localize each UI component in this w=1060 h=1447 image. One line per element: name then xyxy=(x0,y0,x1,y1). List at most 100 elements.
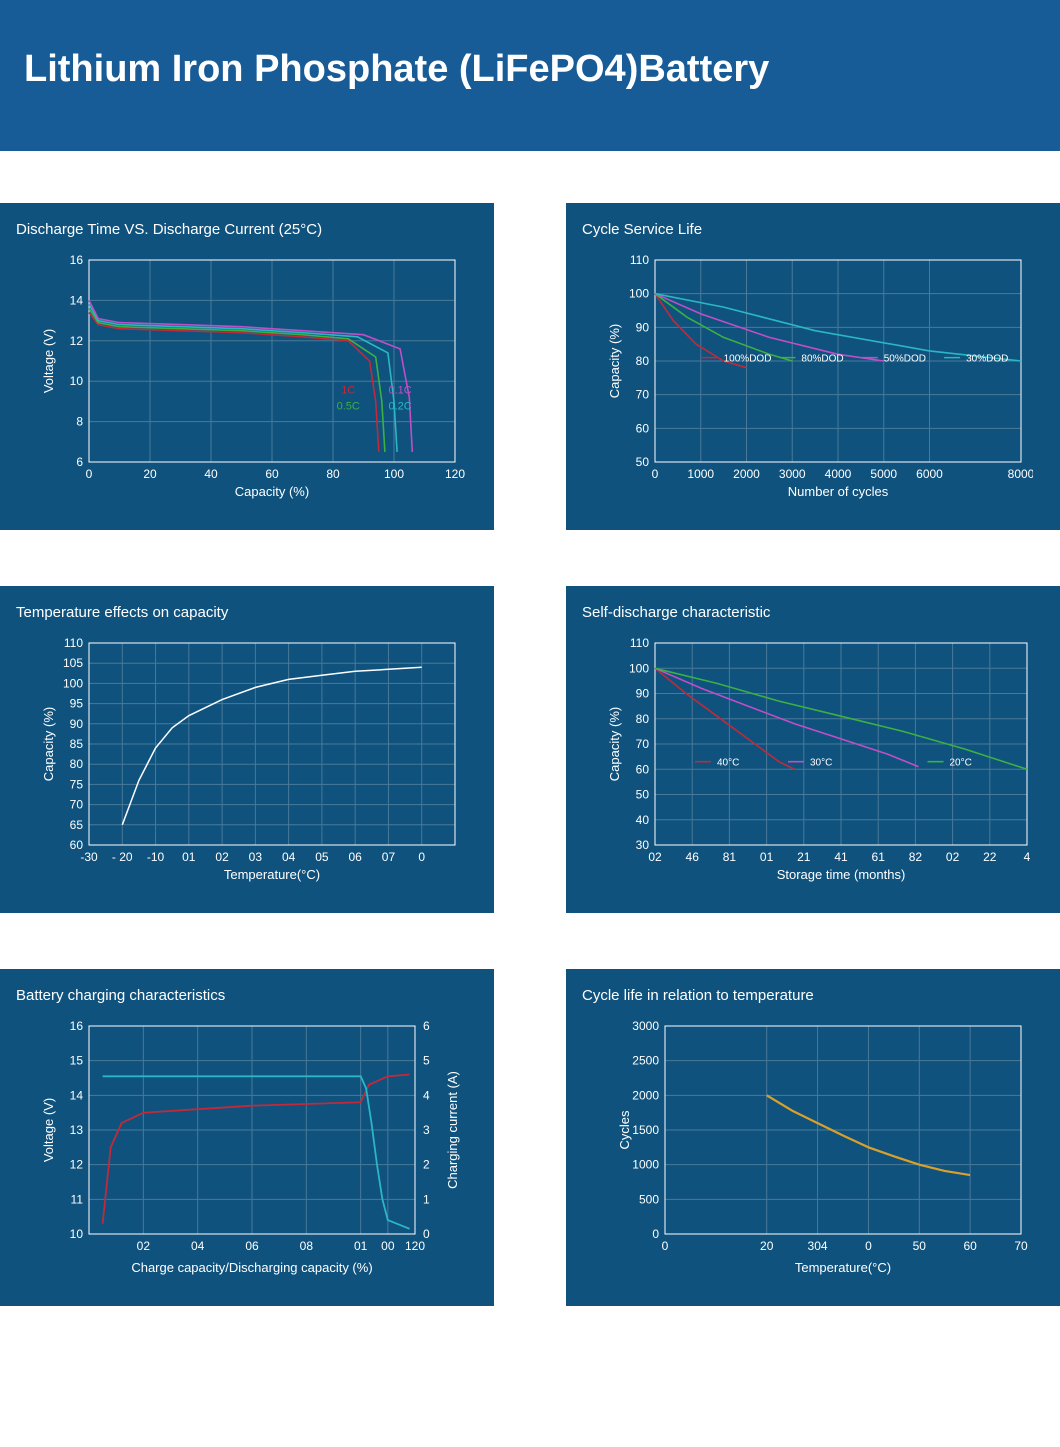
svg-text:1000: 1000 xyxy=(687,467,714,481)
svg-text:02: 02 xyxy=(137,1239,151,1253)
svg-text:304: 304 xyxy=(808,1239,828,1253)
svg-text:80%DOD: 80%DOD xyxy=(801,354,843,365)
svg-text:500: 500 xyxy=(639,1192,659,1206)
svg-text:110: 110 xyxy=(630,636,649,650)
svg-text:-30: -30 xyxy=(80,850,98,864)
svg-text:80: 80 xyxy=(636,712,650,726)
svg-text:30: 30 xyxy=(636,838,650,852)
svg-text:2: 2 xyxy=(423,1158,430,1172)
svg-text:105: 105 xyxy=(63,656,83,670)
svg-text:01: 01 xyxy=(760,850,774,864)
svg-text:Charge capacity/Discharging ca: Charge capacity/Discharging capacity (%) xyxy=(131,1260,372,1275)
svg-text:16: 16 xyxy=(70,1019,84,1033)
svg-text:08: 08 xyxy=(300,1239,314,1253)
svg-text:40: 40 xyxy=(636,813,650,827)
chart-self-discharge: 3040506070809010011002468101214161820222… xyxy=(593,635,1033,885)
chart-charging: 101112131415160123456020406080100120Char… xyxy=(27,1018,467,1278)
svg-text:12: 12 xyxy=(70,334,84,348)
svg-text:70: 70 xyxy=(636,737,650,751)
svg-text:04: 04 xyxy=(282,850,296,864)
svg-text:30°C: 30°C xyxy=(810,758,832,769)
svg-text:80: 80 xyxy=(636,354,650,368)
svg-text:00: 00 xyxy=(381,1239,395,1253)
svg-text:13: 13 xyxy=(70,1123,84,1137)
svg-text:Storage time (months): Storage time (months) xyxy=(777,867,906,882)
spacer xyxy=(0,151,1060,203)
svg-text:Temperature(°C): Temperature(°C) xyxy=(795,1260,891,1275)
svg-text:3000: 3000 xyxy=(632,1019,659,1033)
page-title: Lithium Iron Phosphate (LiFePO4)Battery xyxy=(24,48,769,90)
svg-text:110: 110 xyxy=(630,253,649,267)
svg-text:6000: 6000 xyxy=(916,467,943,481)
svg-text:30%DOD: 30%DOD xyxy=(966,354,1008,365)
svg-text:0: 0 xyxy=(418,850,425,864)
svg-text:50%DOD: 50%DOD xyxy=(884,354,926,365)
svg-text:70: 70 xyxy=(70,798,84,812)
svg-text:110: 110 xyxy=(64,636,83,650)
svg-text:6: 6 xyxy=(76,455,83,469)
svg-text:80: 80 xyxy=(326,467,340,481)
svg-text:100: 100 xyxy=(629,287,649,301)
panel-title: Temperature effects on capacity xyxy=(16,604,478,621)
svg-text:4: 4 xyxy=(423,1088,430,1102)
svg-text:80: 80 xyxy=(70,757,84,771)
svg-text:50: 50 xyxy=(636,455,650,469)
svg-text:06: 06 xyxy=(349,850,363,864)
svg-text:60: 60 xyxy=(636,762,650,776)
svg-text:41: 41 xyxy=(834,850,848,864)
svg-text:3: 3 xyxy=(423,1123,430,1137)
svg-text:Capacity (%): Capacity (%) xyxy=(607,707,622,781)
svg-text:4000: 4000 xyxy=(825,467,852,481)
svg-text:50: 50 xyxy=(913,1239,927,1253)
svg-text:100: 100 xyxy=(63,676,83,690)
svg-text:0: 0 xyxy=(652,1227,659,1241)
svg-text:60: 60 xyxy=(636,421,650,435)
svg-text:Number of cycles: Number of cycles xyxy=(788,484,889,499)
svg-text:03: 03 xyxy=(249,850,263,864)
svg-text:100: 100 xyxy=(384,467,404,481)
svg-text:20: 20 xyxy=(760,1239,774,1253)
svg-text:0: 0 xyxy=(865,1239,872,1253)
svg-text:8: 8 xyxy=(76,415,83,429)
svg-text:06: 06 xyxy=(245,1239,259,1253)
svg-text:70: 70 xyxy=(636,388,650,402)
svg-text:0.1C: 0.1C xyxy=(388,384,411,396)
svg-text:1000: 1000 xyxy=(632,1158,659,1172)
svg-text:20°C: 20°C xyxy=(950,758,972,769)
svg-text:2500: 2500 xyxy=(632,1054,659,1068)
svg-text:90: 90 xyxy=(70,717,84,731)
chart-cycle-life: 5060708090100110010002000300040005000600… xyxy=(593,252,1033,502)
svg-text:0: 0 xyxy=(662,1239,669,1253)
panel-cycle-life: Cycle Service Life 506070809010011001000… xyxy=(566,203,1060,530)
svg-text:Cycles: Cycles xyxy=(617,1110,632,1150)
svg-text:21: 21 xyxy=(797,850,811,864)
svg-text:Voltage (V): Voltage (V) xyxy=(41,329,56,393)
svg-text:8000: 8000 xyxy=(1008,467,1033,481)
panel-title: Discharge Time VS. Discharge Current (25… xyxy=(16,221,478,238)
svg-text:50: 50 xyxy=(636,788,650,802)
svg-text:3000: 3000 xyxy=(779,467,806,481)
svg-text:- 20: - 20 xyxy=(112,850,133,864)
svg-text:Charging current (A): Charging current (A) xyxy=(445,1071,460,1189)
panel-self-discharge: Self-discharge characteristic 30 40 50 60 70… xyxy=(566,586,1060,913)
svg-text:0.5C: 0.5C xyxy=(337,400,360,412)
svg-text:0: 0 xyxy=(86,467,93,481)
panel-charging: Battery charging characteristics 1011121… xyxy=(0,969,494,1306)
chart-cycle-temp: 0500100015002000250030000203040506070Tem… xyxy=(593,1018,1033,1278)
svg-text:14: 14 xyxy=(70,293,84,307)
svg-text:81: 81 xyxy=(723,850,737,864)
svg-text:0.2C: 0.2C xyxy=(388,400,411,412)
svg-text:22: 22 xyxy=(983,850,997,864)
panel-title: Battery charging characteristics xyxy=(16,987,478,1004)
panel-title: Self-discharge characteristic xyxy=(582,604,1044,621)
svg-text:07: 07 xyxy=(382,850,396,864)
svg-text:2000: 2000 xyxy=(733,467,760,481)
svg-text:Temperature(°C): Temperature(°C) xyxy=(224,867,320,882)
svg-text:Voltage (V): Voltage (V) xyxy=(41,1098,56,1162)
svg-text:75: 75 xyxy=(70,777,84,791)
svg-text:120: 120 xyxy=(405,1239,425,1253)
svg-text:6: 6 xyxy=(423,1019,430,1033)
svg-text:01: 01 xyxy=(354,1239,368,1253)
panel-title: Cycle Service Life xyxy=(582,221,1044,238)
svg-text:90: 90 xyxy=(636,687,650,701)
